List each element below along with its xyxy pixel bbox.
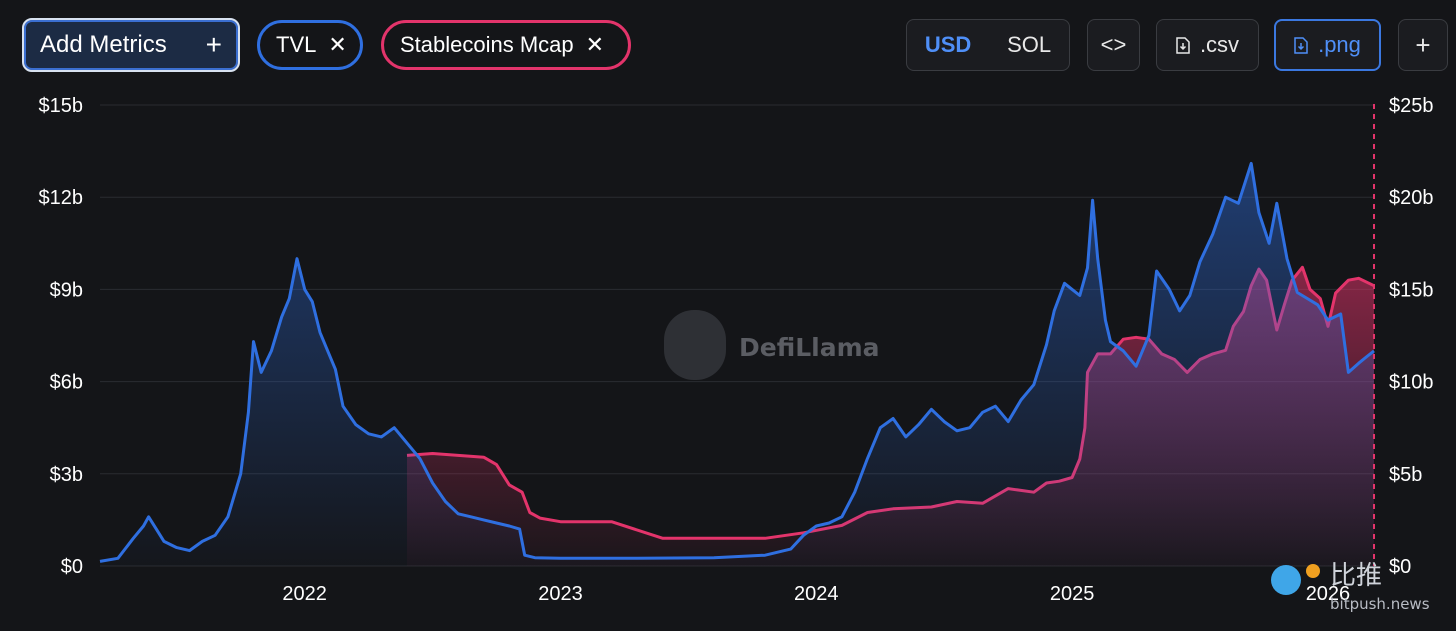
- y-right-tick-label: $0: [1389, 556, 1411, 578]
- coin-icon: [1306, 564, 1320, 578]
- source-brand: 比推: [1330, 561, 1382, 591]
- y-right-tick-label: $5b: [1389, 464, 1422, 486]
- download-png-button[interactable]: .png: [1274, 19, 1381, 71]
- x-axis: 2022 2023 2024 2025 2026: [282, 583, 1350, 605]
- y-right-tick-label: $25b: [1389, 95, 1434, 117]
- source-url: bitpush.news: [1330, 595, 1430, 613]
- y-right-tick-label: $10b: [1389, 372, 1434, 394]
- x-tick-label: 2022: [282, 583, 327, 605]
- plus-icon: +: [205, 29, 222, 60]
- y-axis-left: $0 $3b $6b $9b $12b $15b: [39, 95, 84, 578]
- close-icon[interactable]: ✕: [585, 32, 605, 57]
- watermark: DefiLlama: [664, 310, 880, 380]
- png-label: .png: [1318, 32, 1361, 57]
- csv-label: .csv: [1199, 32, 1240, 57]
- y-left-tick-label: $9b: [50, 279, 83, 301]
- add-metrics-label: Add Metrics: [40, 31, 167, 58]
- currency-option-sol[interactable]: SOL: [1007, 32, 1052, 57]
- y-right-tick-label: $15b: [1389, 279, 1434, 301]
- metric-chip-tvl[interactable]: TVL ✕: [257, 20, 363, 70]
- download-csv-button[interactable]: .csv: [1156, 19, 1259, 71]
- y-left-tick-label: $15b: [39, 95, 84, 117]
- y-axis-right: $0 $5b $10b $15b $20b $25b: [1389, 95, 1434, 578]
- chart-series: [99, 161, 1375, 566]
- close-icon[interactable]: ✕: [328, 32, 347, 57]
- y-left-tick-label: $3b: [50, 464, 83, 486]
- file-download-icon: [1294, 36, 1308, 54]
- series-area-tvl: [100, 163, 1374, 566]
- x-tick-label: 2026: [1306, 583, 1351, 605]
- llama-logo-icon: [664, 310, 726, 380]
- add-metrics-button[interactable]: Add Metrics +: [22, 18, 240, 72]
- x-tick-label: 2023: [538, 583, 583, 605]
- y-left-tick-label: $6b: [50, 372, 83, 394]
- plus-icon: +: [1415, 29, 1431, 60]
- y-left-tick-label: $0: [61, 556, 83, 578]
- y-right-tick-label: $20b: [1389, 187, 1434, 209]
- chart-toolbar: Add Metrics + TVL ✕ Stablecoins Mcap ✕ U…: [0, 0, 1456, 90]
- x-tick-label: 2025: [1050, 583, 1095, 605]
- file-download-icon: [1176, 36, 1190, 54]
- code-icon: <>: [1100, 32, 1127, 57]
- metric-chip-label: TVL: [276, 32, 317, 57]
- metric-chip-stablecoins[interactable]: Stablecoins Mcap ✕: [381, 20, 631, 70]
- y-left-tick-label: $12b: [39, 187, 84, 209]
- source-badge: 比推 bitpush.news: [1271, 561, 1430, 613]
- x-tick-label: 2024: [794, 583, 839, 605]
- currency-option-usd[interactable]: USD: [924, 32, 972, 57]
- metric-chip-label: Stablecoins Mcap: [400, 32, 574, 57]
- bird-logo-icon: [1271, 565, 1301, 595]
- series-line-tvl: [99, 161, 1375, 563]
- watermark-text: DefiLlama: [739, 333, 880, 362]
- embed-button[interactable]: <>: [1087, 19, 1140, 71]
- currency-toggle: USD SOL: [906, 19, 1070, 71]
- more-options-button[interactable]: +: [1398, 19, 1448, 71]
